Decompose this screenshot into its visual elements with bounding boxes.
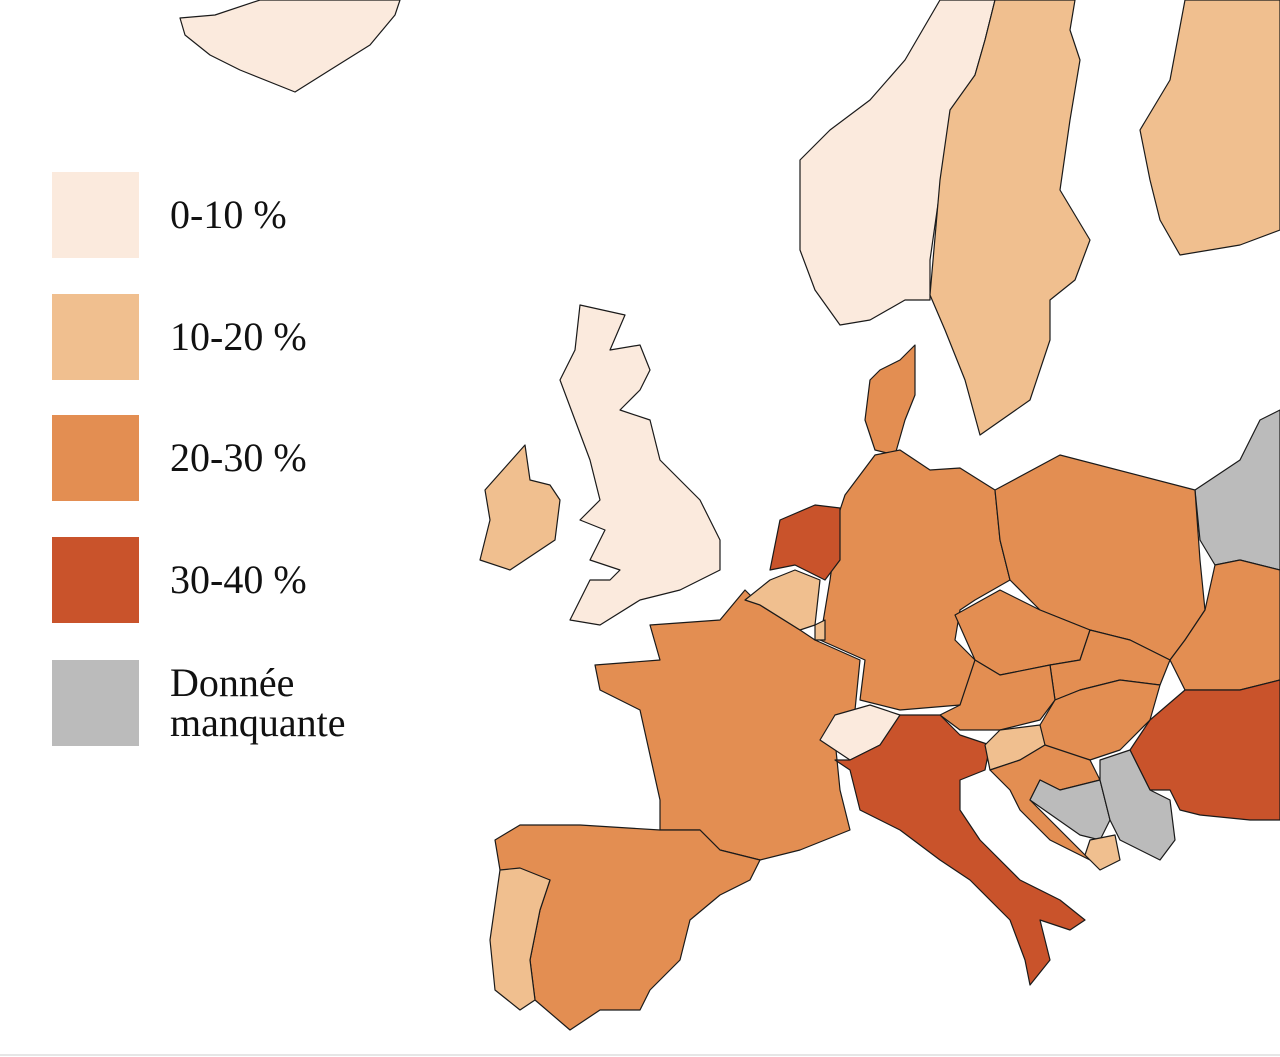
country	[1194, 409, 1280, 571]
country	[929, 0, 1091, 436]
legend-label: 20-30 %	[170, 435, 307, 480]
legend-item: Donnée manquante	[52, 660, 472, 746]
legend-swatch	[52, 415, 139, 501]
legend-label: 0-10 %	[170, 192, 287, 237]
country	[479, 444, 561, 571]
country	[864, 344, 916, 456]
legend-item: 0-10 %	[52, 172, 472, 258]
legend-swatch	[52, 294, 139, 380]
country	[814, 619, 826, 641]
legend-item: 20-30 %	[52, 415, 472, 501]
legend-label: 30-40 %	[170, 557, 307, 602]
country	[939, 659, 1056, 731]
legend-swatch	[52, 537, 139, 623]
country	[1139, 0, 1280, 256]
country	[1084, 834, 1121, 871]
legend-item: 30-40 %	[52, 537, 472, 623]
countries	[179, 0, 1280, 1031]
legend-label: 10-20 %	[170, 314, 307, 359]
country	[559, 304, 721, 626]
country	[769, 504, 841, 581]
legend-label: Donnée manquante	[170, 660, 346, 745]
legend-item: 10-20 %	[52, 294, 472, 380]
legend-swatch	[52, 660, 139, 746]
country	[1099, 749, 1176, 861]
legend-swatch	[52, 172, 139, 258]
country	[744, 569, 821, 631]
country	[834, 714, 1086, 986]
country	[179, 0, 401, 93]
country	[489, 867, 551, 1011]
